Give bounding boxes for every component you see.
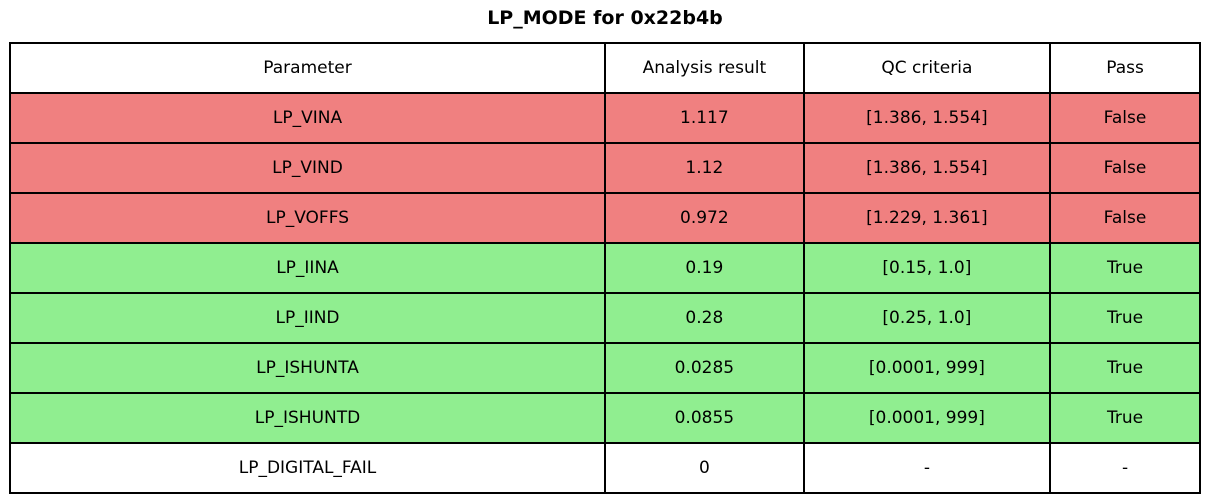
cell-parameter: LP_VOFFS xyxy=(9,192,606,244)
cell-pass: False xyxy=(1049,192,1201,244)
table-row: LP_VIND 1.12 [1.386, 1.554] False xyxy=(9,142,1201,194)
cell-parameter: LP_VIND xyxy=(9,142,606,194)
cell-analysis-result: 1.12 xyxy=(604,142,805,194)
column-header-parameter: Parameter xyxy=(9,42,606,94)
cell-analysis-result: 0.972 xyxy=(604,192,805,244)
cell-parameter: LP_IINA xyxy=(9,242,606,294)
table-row: LP_IIND 0.28 [0.25, 1.0] True xyxy=(9,292,1201,344)
cell-pass: False xyxy=(1049,142,1201,194)
header-row: Parameter Analysis result QC criteria Pa… xyxy=(9,42,1201,94)
table-row: LP_ISHUNTD 0.0855 [0.0001, 999] True xyxy=(9,392,1201,444)
cell-analysis-result: 0.0855 xyxy=(604,392,805,444)
column-header-analysis-result: Analysis result xyxy=(604,42,805,94)
table-row: LP_DIGITAL_FAIL 0 - - xyxy=(9,442,1201,494)
column-header-pass: Pass xyxy=(1049,42,1201,94)
cell-qc-criteria: [1.229, 1.361] xyxy=(802,192,1052,244)
cell-parameter: LP_ISHUNTA xyxy=(9,342,606,394)
table-row: LP_VOFFS 0.972 [1.229, 1.361] False xyxy=(9,192,1201,244)
table-row: LP_ISHUNTA 0.0285 [0.0001, 999] True xyxy=(9,342,1201,394)
cell-qc-criteria: [0.25, 1.0] xyxy=(802,292,1052,344)
cell-pass: True xyxy=(1049,392,1201,444)
cell-parameter: LP_DIGITAL_FAIL xyxy=(9,442,606,494)
cell-pass: True xyxy=(1049,292,1201,344)
cell-qc-criteria: [0.0001, 999] xyxy=(802,342,1052,394)
column-header-qc-criteria: QC criteria xyxy=(802,42,1052,94)
cell-analysis-result: 0.28 xyxy=(604,292,805,344)
cell-pass: True xyxy=(1049,242,1201,294)
table-row: LP_VINA 1.117 [1.386, 1.554] False xyxy=(9,92,1201,144)
cell-parameter: LP_VINA xyxy=(9,92,606,144)
cell-pass: - xyxy=(1049,442,1201,494)
cell-qc-criteria: [1.386, 1.554] xyxy=(802,142,1052,194)
cell-qc-criteria: [1.386, 1.554] xyxy=(802,92,1052,144)
page-title: LP_MODE for 0x22b4b xyxy=(487,7,723,29)
cell-pass: False xyxy=(1049,92,1201,144)
cell-parameter: LP_ISHUNTD xyxy=(9,392,606,444)
cell-analysis-result: 0.0285 xyxy=(604,342,805,394)
cell-pass: True xyxy=(1049,342,1201,394)
cell-qc-criteria: [0.15, 1.0] xyxy=(802,242,1052,294)
cell-analysis-result: 1.117 xyxy=(604,92,805,144)
qc-results-table: Parameter Analysis result QC criteria Pa… xyxy=(9,42,1201,494)
table-row: LP_IINA 0.19 [0.15, 1.0] True xyxy=(9,242,1201,294)
cell-qc-criteria: - xyxy=(802,442,1052,494)
cell-analysis-result: 0 xyxy=(604,442,805,494)
cell-parameter: LP_IIND xyxy=(9,292,606,344)
cell-analysis-result: 0.19 xyxy=(604,242,805,294)
cell-qc-criteria: [0.0001, 999] xyxy=(802,392,1052,444)
